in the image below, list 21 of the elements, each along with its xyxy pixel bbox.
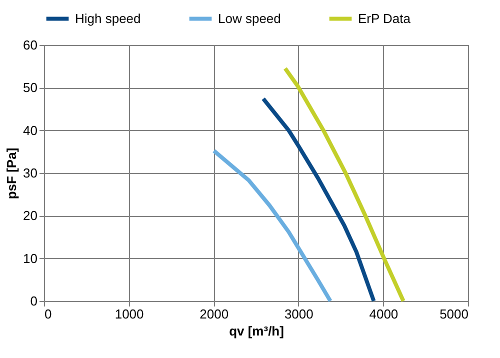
y-tick-label: 30 [23, 166, 38, 180]
legend-label: High speed [75, 10, 141, 26]
y-tick-label: 20 [23, 208, 38, 224]
y-tick-label: 60 [23, 38, 38, 52]
x-tick-label: 5000 [440, 306, 468, 322]
y-tick-label: 40 [23, 122, 38, 138]
y-tick-label: 0 [30, 294, 38, 308]
x-tick-label: 3000 [284, 306, 314, 322]
line-series [212, 148, 332, 303]
x-tick-label: 0 [44, 306, 52, 322]
x-axis-title: qv [m³/h] [229, 324, 284, 338]
line-series [283, 66, 406, 303]
legend-label: ErP Data [358, 10, 412, 26]
legend-label: Low speed [218, 10, 281, 26]
x-tick-label: 1000 [114, 306, 144, 322]
y-tick-label: 10 [23, 250, 38, 266]
x-tick-label: 2000 [200, 306, 229, 322]
x-tick-label: 4000 [369, 306, 398, 322]
y-axis-title: psF [Pa] [4, 148, 20, 200]
line-series [261, 96, 376, 303]
y-tick-label: 50 [23, 80, 38, 96]
